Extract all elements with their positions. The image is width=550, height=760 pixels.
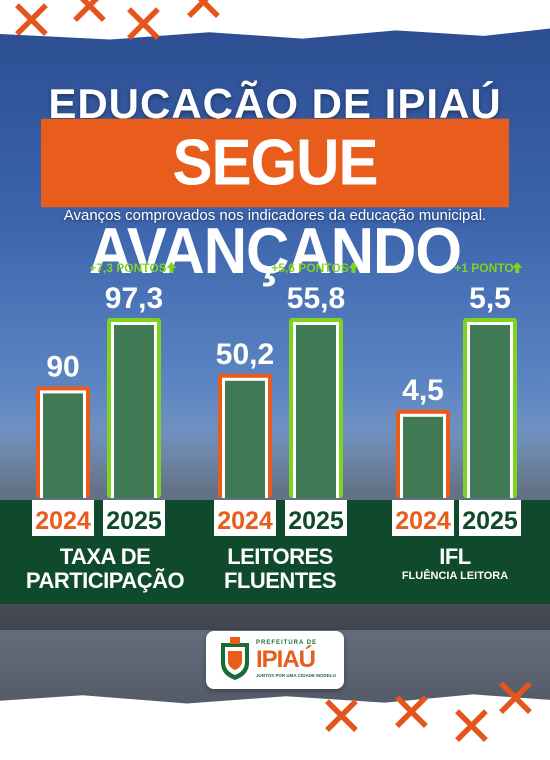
bar — [225, 380, 265, 498]
data-label: 50,2 — [216, 338, 274, 371]
bar — [403, 416, 443, 498]
torn-paper-top — [0, 0, 550, 40]
tick-label: 2024 — [395, 507, 451, 535]
x-decoration-icon: ✕ — [492, 667, 539, 732]
tick-label: 2025 — [106, 507, 162, 535]
year-box — [103, 500, 165, 536]
year-box — [392, 500, 454, 536]
x-decoration-icon: ✕ — [120, 0, 167, 58]
bar — [114, 325, 154, 498]
tick-label: 2025 — [288, 507, 344, 535]
tick-label: 2024 — [35, 507, 91, 535]
logo-top-text: PREFEITURA DE — [256, 640, 318, 646]
category-title: TAXA DE PARTICIPAÇÃO — [25, 544, 185, 593]
year-box — [459, 500, 521, 536]
data-label: 97,3 — [105, 282, 163, 315]
year-box — [32, 500, 94, 536]
tick-label: 2024 — [217, 507, 273, 535]
category-subtitle: FLUÊNCIA LEITORA — [401, 570, 509, 582]
logo-name: IPIAÚ — [256, 646, 316, 673]
subtitle: Avanços comprovados nos indicadores da e… — [63, 207, 487, 224]
delta-label: +1 PONTO — [454, 261, 513, 275]
delta-label: +7,3 PONTOS — [89, 261, 166, 275]
category-label-leitores: LEITORES FLUENTES — [215, 545, 345, 593]
x-decoration-icon: ✕ — [180, 0, 227, 36]
up-arrow-icon — [166, 262, 177, 273]
bar — [470, 325, 510, 498]
data-label: 5,5 — [469, 282, 511, 315]
prefeitura-logo: PREFEITURA DE IPIAÚ JUNTOS POR UMA CIDAD… — [206, 631, 344, 689]
crest-icon — [221, 637, 249, 680]
up-arrow-icon — [348, 262, 359, 273]
x-decoration-icon: ✕ — [388, 681, 435, 746]
data-label: 55,8 — [287, 282, 345, 315]
title-line-2: SEGUE AVANÇANDO — [41, 118, 509, 287]
bar — [43, 393, 83, 498]
category-label-ifl: IFL FLUÊNCIA LEITORA — [390, 545, 520, 583]
up-arrow-icon — [512, 262, 523, 273]
data-label: 90 — [46, 350, 79, 383]
delta-label: +5,6 PONTOS — [271, 261, 348, 275]
year-box — [214, 500, 276, 536]
bar-charts: 90 2024 97,3 2025 +7,3 PONTOS 50,2 2024 55,8 202… — [32, 261, 523, 536]
year-box — [285, 500, 347, 536]
data-label: 4,5 — [402, 374, 444, 407]
logo-tagline: JUNTOS POR UMA CIDADE MODELO — [256, 673, 337, 678]
category-title: LEITORES FLUENTES — [223, 544, 337, 593]
category-title: IFL — [439, 544, 471, 569]
tick-label: 2025 — [462, 507, 518, 535]
x-decoration-icon: ✕ — [8, 0, 55, 54]
x-decoration-icon: ✕ — [66, 0, 113, 40]
category-label-participacao: TAXA DE PARTICIPAÇÃO — [20, 545, 190, 593]
torn-paper-bottom — [0, 694, 550, 733]
bar — [296, 325, 336, 498]
